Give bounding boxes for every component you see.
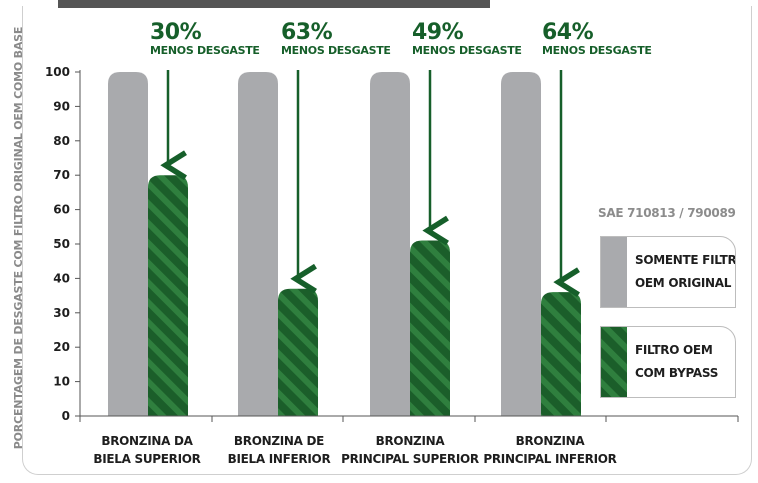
bar-oem bbox=[501, 72, 541, 416]
legend-swatch-bypass bbox=[601, 327, 627, 397]
legend-item-oem: SOMENTE FILTRO OEM ORIGINAL bbox=[600, 236, 736, 308]
x-tick-label-line: BRONZINA bbox=[515, 434, 585, 448]
x-tick-label-line: BRONZINA DA bbox=[101, 434, 193, 448]
reduction-annotation: 49% MENOS DESGASTE bbox=[412, 22, 532, 58]
reduction-annotation: 30% MENOS DESGASTE bbox=[150, 22, 270, 58]
x-tick-label-line: PRINCIPAL SUPERIOR bbox=[341, 452, 479, 466]
legend-label-bypass: FILTRO OEM COM BYPASS bbox=[635, 339, 718, 385]
x-tick-label: BRONZINA DA BIELA SUPERIOR bbox=[77, 432, 217, 468]
y-tick-label: 90 bbox=[53, 99, 70, 113]
reduction-text: MENOS DESGASTE bbox=[281, 44, 391, 57]
bar-oem bbox=[238, 72, 278, 416]
legend-item-bypass: FILTRO OEM COM BYPASS bbox=[600, 326, 736, 398]
bar-bypass bbox=[410, 240, 450, 416]
bar-bypass bbox=[148, 175, 188, 416]
y-tick-label: 70 bbox=[53, 168, 70, 182]
legend-label-line: FILTRO OEM bbox=[635, 343, 713, 357]
legend-label-line: OEM ORIGINAL bbox=[635, 276, 732, 290]
y-axis-label: PORCENTAGEM DE DESGASTE COM FILTRO ORIGI… bbox=[12, 26, 25, 450]
legend-swatch-oem bbox=[601, 237, 627, 307]
reduction-percent: 30% bbox=[150, 20, 202, 45]
chart-frame bbox=[22, 6, 752, 475]
y-tick-label: 0 bbox=[62, 409, 70, 423]
reduction-annotation: 63% MENOS DESGASTE bbox=[281, 22, 401, 58]
legend-label-line: COM BYPASS bbox=[635, 366, 719, 380]
y-tick-label: 30 bbox=[53, 306, 70, 320]
reduction-percent: 64% bbox=[542, 20, 594, 45]
x-tick-label: BRONZINA PRINCIPAL SUPERIOR bbox=[340, 432, 480, 468]
bar-oem bbox=[108, 72, 148, 416]
x-tick-label-line: BIELA SUPERIOR bbox=[93, 452, 201, 466]
reduction-text: MENOS DESGASTE bbox=[542, 44, 652, 57]
bar-bypass bbox=[278, 288, 318, 416]
x-tick-label-line: PRINCIPAL INFERIOR bbox=[483, 452, 617, 466]
x-tick-label: BRONZINA DE BIELA INFERIOR bbox=[209, 432, 349, 468]
top-accent-bar bbox=[58, 0, 490, 8]
x-tick-label-line: BRONZINA bbox=[375, 434, 445, 448]
x-tick-label-line: BRONZINA DE bbox=[233, 434, 325, 448]
y-tick-label: 100 bbox=[45, 65, 70, 79]
y-tick-label: 40 bbox=[53, 271, 70, 285]
reduction-percent: 49% bbox=[412, 20, 464, 45]
reduction-percent: 63% bbox=[281, 20, 333, 45]
legend-label-line: SOMENTE FILTRO bbox=[635, 253, 736, 267]
x-tick-label-line: BIELA INFERIOR bbox=[227, 452, 331, 466]
y-tick-label: 50 bbox=[53, 237, 70, 251]
x-tick-label: BRONZINA PRINCIPAL INFERIOR bbox=[480, 432, 620, 468]
reduction-text: MENOS DESGASTE bbox=[412, 44, 522, 57]
y-tick-label: 80 bbox=[53, 134, 70, 148]
reduction-annotation: 64% MENOS DESGASTE bbox=[542, 22, 662, 58]
bar-bypass bbox=[541, 292, 581, 416]
bar-oem bbox=[370, 72, 410, 416]
legend-label-oem: SOMENTE FILTRO OEM ORIGINAL bbox=[635, 249, 736, 295]
y-tick-label: 20 bbox=[53, 340, 70, 354]
y-tick-label: 10 bbox=[53, 375, 70, 389]
y-tick-label: 60 bbox=[53, 203, 70, 217]
sae-reference: SAE 710813 / 790089 bbox=[598, 206, 736, 220]
reduction-text: MENOS DESGASTE bbox=[150, 44, 260, 57]
